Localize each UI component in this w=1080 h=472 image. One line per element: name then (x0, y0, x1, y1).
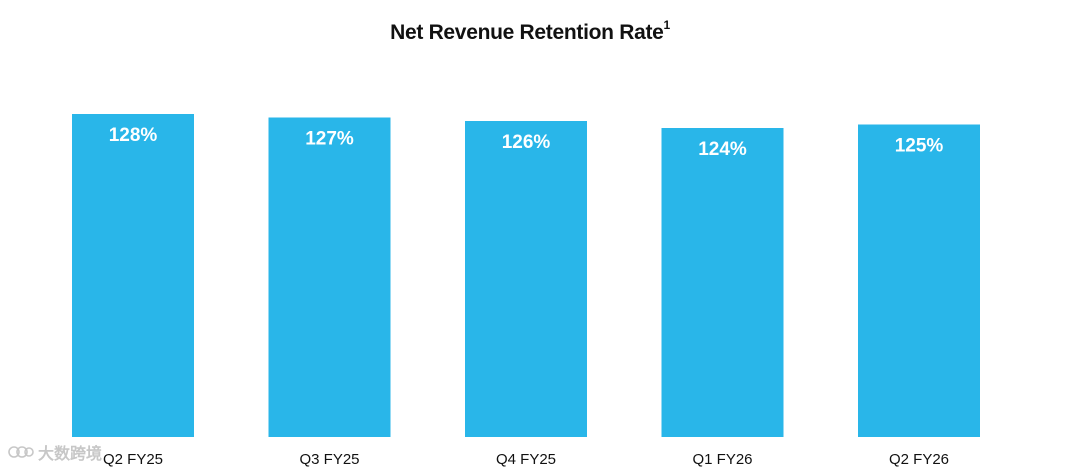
x-tick-label: Q4 FY25 (496, 451, 556, 468)
bar-q1-fy26 (661, 128, 784, 437)
chart-title-text: Net Revenue Retention Rate (390, 21, 664, 44)
chart-title-footnote: 1 (663, 18, 671, 32)
watermark-logo-icon (8, 446, 34, 458)
x-axis-ticks: Q2 FY25 Q3 FY25 Q4 FY25 Q1 FY26 Q2 FY26 (103, 451, 949, 468)
watermark: 大数跨境 (8, 440, 102, 464)
bar-q3-fy25 (268, 117, 391, 437)
x-tick-label: Q2 FY26 (889, 451, 949, 468)
watermark-text: 大数跨境 (38, 446, 103, 463)
chart-title: Net Revenue Retention Rate1 (0, 18, 1060, 45)
x-tick-label: Q2 FY25 (103, 451, 163, 468)
bar-q4-fy25 (465, 121, 587, 437)
x-tick-label: Q3 FY25 (299, 451, 359, 468)
bar-q2-fy26 (858, 124, 980, 437)
bar-value-label: 125% (895, 136, 944, 157)
bar-q2-fy25 (72, 114, 194, 437)
bars-group: 128% 127% 126% 124% 125% (72, 114, 980, 437)
x-tick-label: Q1 FY26 (692, 451, 752, 468)
bar-value-label: 127% (305, 129, 354, 150)
bar-value-label: 124% (698, 139, 747, 160)
bar-value-label: 126% (502, 132, 551, 153)
bar-value-label: 128% (109, 125, 158, 146)
